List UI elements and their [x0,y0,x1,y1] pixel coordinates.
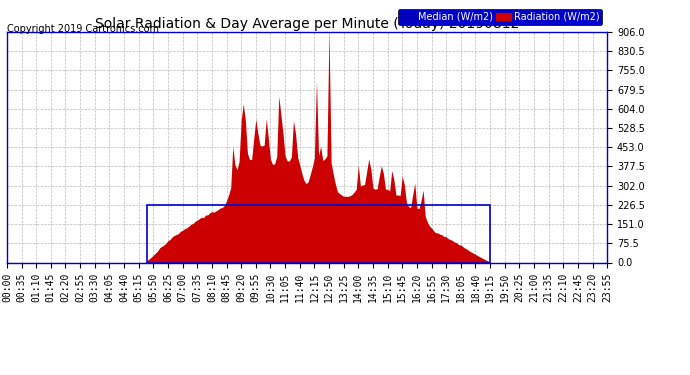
Text: Copyright 2019 Cartronics.com: Copyright 2019 Cartronics.com [7,24,159,34]
Bar [147,205,490,262]
Legend: Median (W/m2), Radiation (W/m2): Median (W/m2), Radiation (W/m2) [398,9,602,25]
Title: Solar Radiation & Day Average per Minute (Today) 20190812: Solar Radiation & Day Average per Minute… [95,17,520,31]
